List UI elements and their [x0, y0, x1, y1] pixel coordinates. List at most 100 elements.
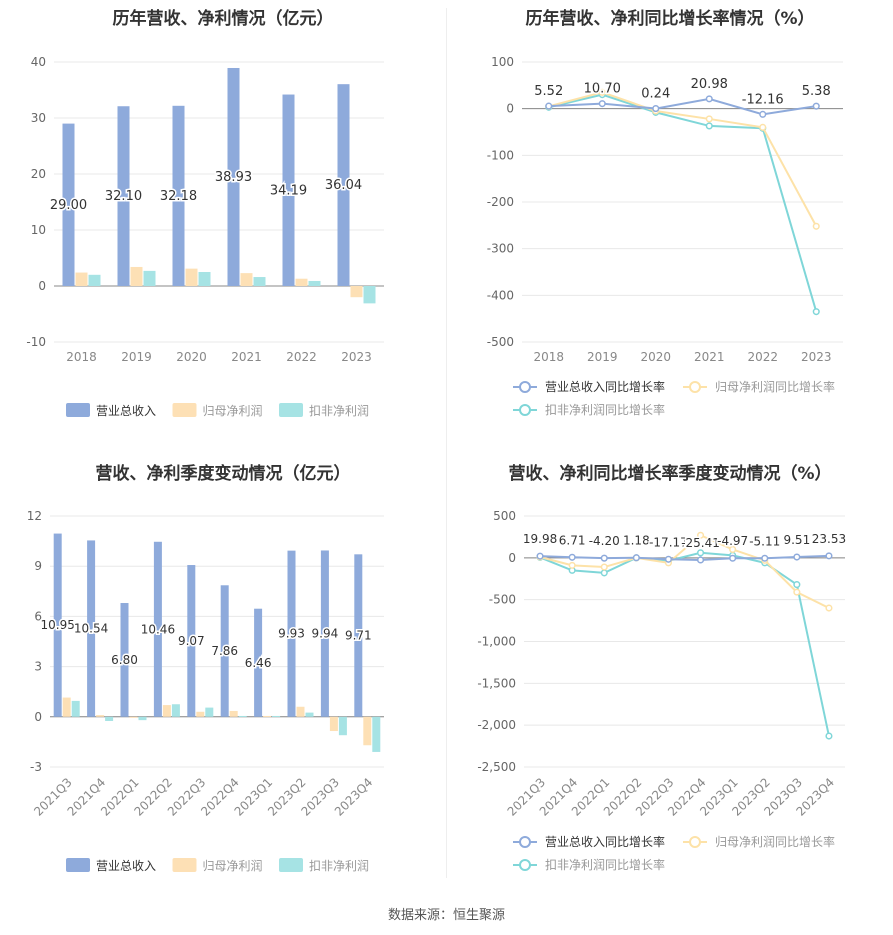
legend-marker: [519, 381, 531, 393]
bar-deducted-profit: [198, 272, 211, 286]
quarterly-amount-chart: -3 0 3 6 9 12 10.95 10.54 6.80 10.469.07 7.86 6.46 9…: [27, 509, 384, 873]
data-label: 0.24: [641, 87, 670, 102]
y-tick-label: 12: [27, 509, 42, 523]
chart-title: 营收、净利同比增长率季度变动情况（%）: [508, 464, 832, 484]
data-label: -4.20: [589, 534, 620, 548]
series-line-net-profit-growth: [539, 534, 830, 609]
x-tick-label: 2023: [801, 350, 832, 364]
data-label: 19.98: [523, 532, 557, 546]
bar-revenue: [320, 550, 329, 717]
bar-revenue: [354, 554, 363, 717]
annual-amount-chart: -10 0 10 20 30 40 29.00 32.10 32.18 38.93 34.19 36.…: [26, 55, 384, 418]
data-label: 32.18: [160, 189, 197, 204]
data-label: 9.07: [178, 634, 205, 648]
data-label: 20.98: [691, 77, 728, 92]
data-point: [729, 554, 737, 562]
bar-deducted-profit: [105, 716, 114, 721]
series-line-deducted-profit-growth: [548, 93, 818, 312]
bar-revenue: [220, 585, 229, 717]
y-tick-label: 40: [31, 55, 46, 69]
panel-divider: [446, 8, 447, 878]
y-tick-label: -300: [487, 242, 514, 256]
data-point: [793, 588, 801, 596]
legend-marker: [519, 859, 531, 871]
data-point: [697, 556, 705, 564]
y-tick-label: -3: [30, 760, 42, 774]
data-label: 9.71: [345, 629, 372, 643]
y-tick-label: 0: [508, 551, 516, 565]
data-label: 9.94: [312, 627, 339, 641]
bar-deducted-profit: [205, 707, 214, 717]
data-point: [705, 122, 713, 130]
y-tick-label: -500: [489, 593, 516, 607]
bar-net-profit: [62, 697, 71, 717]
bar-deducted-profit: [88, 274, 101, 286]
x-tick-label: 2021: [231, 350, 262, 364]
data-label: 6.71: [559, 533, 586, 547]
annual-growth-chart: -500 -400 -300 -200 -100 0 100 5.52 10.70 0.24 20.…: [487, 55, 843, 417]
bar-deducted-profit: [363, 286, 376, 304]
series-line-revenue-growth: [548, 97, 817, 116]
data-point: [729, 545, 737, 554]
data-label: -17.17: [649, 535, 688, 549]
y-tick-label: -2,500: [477, 760, 516, 774]
data-label: 34.19: [270, 183, 307, 198]
y-tick-label: 100: [491, 55, 514, 69]
data-point: [568, 553, 576, 561]
legend-label: 扣非净利润同比增长率: [545, 857, 665, 872]
data-label: 10.95: [41, 618, 75, 632]
bar-net-profit: [295, 278, 308, 286]
y-tick-label: 20: [31, 167, 46, 181]
bar-revenue: [282, 94, 295, 286]
bar-deducted-profit: [338, 716, 347, 736]
y-tick-label: -200: [487, 195, 514, 209]
y-tick-label: 0: [38, 279, 46, 293]
bar-revenue: [87, 540, 96, 717]
bar-net-profit: [75, 272, 88, 286]
data-point: [545, 102, 553, 110]
legend-label: 归母净利润同比增长率: [715, 379, 835, 394]
y-tick-label: 3: [34, 660, 42, 674]
y-tick-label: -10: [26, 335, 46, 349]
bar-net-profit: [129, 716, 138, 718]
bar-net-profit: [350, 286, 363, 298]
data-label: 1.18: [623, 534, 650, 548]
data-point: [568, 561, 576, 569]
bar-revenue: [62, 123, 75, 286]
data-point: [600, 563, 608, 571]
data-point: [598, 100, 606, 108]
legend-label: 营业总收入同比增长率: [545, 834, 665, 849]
data-point: [825, 604, 833, 612]
bar-revenue: [337, 84, 350, 287]
data-point: [812, 308, 820, 316]
data-label: 10.46: [141, 622, 175, 636]
bar-net-profit: [130, 266, 143, 286]
data-point: [759, 110, 767, 118]
data-label: 9.51: [783, 533, 810, 547]
annual-amount-panel: 历年营收、净利情况（亿元） -10 0 10 20 30 40 29.00 32.10 32.1…: [0, 0, 446, 455]
y-tick-label: -1,500: [477, 676, 516, 690]
bar-deducted-profit: [272, 715, 281, 717]
data-point: [632, 554, 640, 562]
x-tick-label: 2021: [694, 350, 725, 364]
y-tick-label: -1,000: [477, 635, 516, 649]
bar-revenue: [120, 603, 129, 717]
bar-revenue: [117, 106, 130, 287]
data-label: 38.93: [215, 170, 252, 185]
legend-label: 归母净利润同比增长率: [715, 834, 835, 849]
data-point: [825, 552, 833, 560]
chart-title: 营收、净利季度变动情况（亿元）: [95, 464, 351, 484]
data-label: 7.86: [211, 644, 238, 658]
x-tick-label: 2018: [533, 350, 564, 364]
data-label: 6.46: [245, 656, 272, 670]
legend-swatch: [172, 858, 197, 872]
data-point: [761, 554, 769, 562]
bar-deducted-profit: [71, 700, 80, 717]
bar-net-profit: [296, 706, 305, 717]
data-label: 32.10: [105, 189, 142, 204]
data-point: [705, 95, 713, 103]
data-point: [793, 581, 801, 589]
legend-marker: [519, 836, 531, 848]
series-line-deducted-profit-growth: [539, 551, 830, 737]
chart-title: 历年营收、净利情况（亿元）: [112, 9, 334, 29]
